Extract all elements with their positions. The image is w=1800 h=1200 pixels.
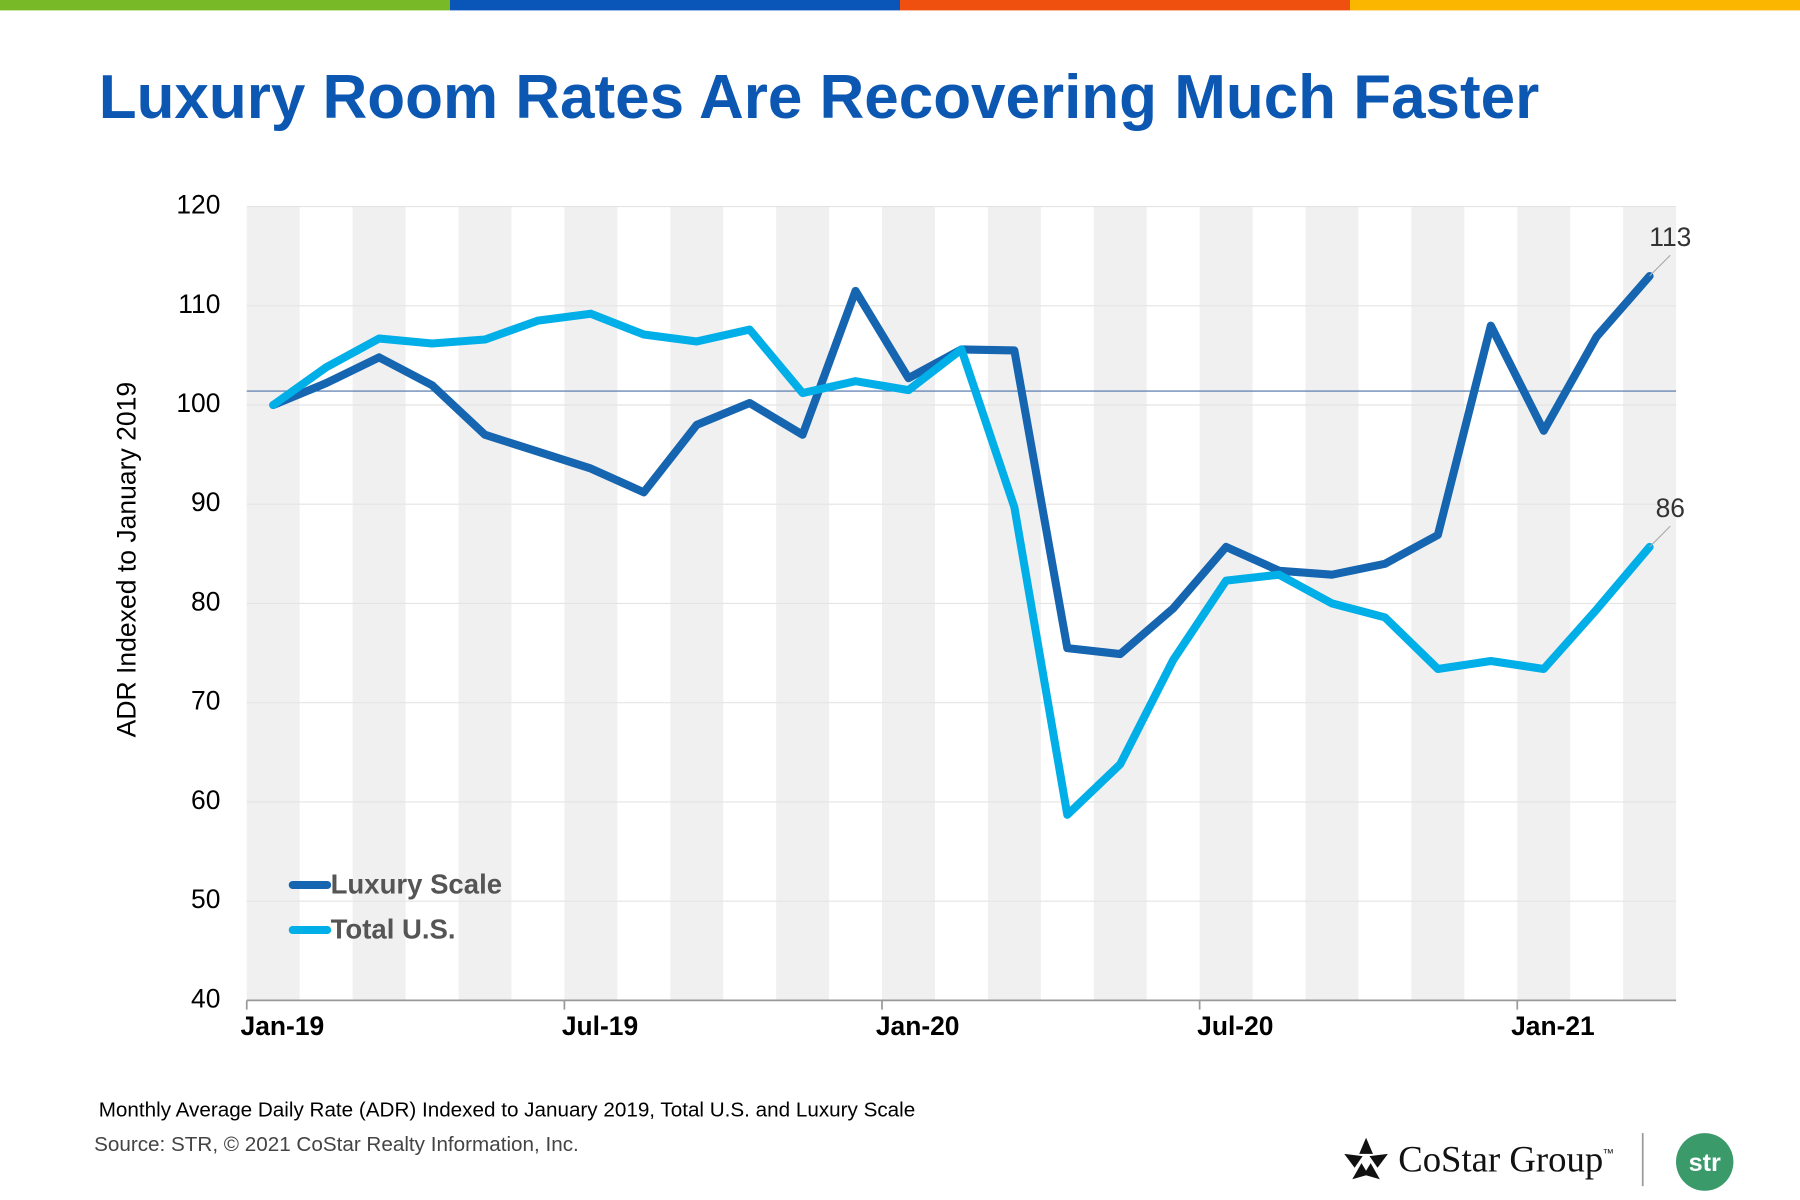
chart-title: Luxury Room Rates Are Recovering Much Fa… <box>99 63 1540 132</box>
data-label: 113 <box>1649 222 1691 252</box>
costar-logo: CoStar Group ™ str <box>1344 1133 1734 1191</box>
logo-tm: ™ <box>1603 1148 1614 1160</box>
label-leader <box>1649 525 1671 548</box>
series-line <box>269 309 1654 819</box>
x-tick-label: Jul-20 <box>1197 1011 1273 1041</box>
data-label: 86 <box>1656 493 1685 523</box>
y-tick-label: 50 <box>191 884 220 914</box>
top-bar-orange <box>900 0 1350 11</box>
x-tick-label: Jul-19 <box>562 1011 638 1041</box>
y-tick-label: 120 <box>176 189 220 219</box>
footnote: Monthly Average Daily Rate (ADR) Indexed… <box>99 1099 916 1122</box>
plot-area: 40 50 60 70 80 90 100 110 120 Jan-19 Jul-19 Jan-20 J… <box>176 189 1691 1041</box>
y-tick-label: 80 <box>191 586 220 616</box>
y-tick-label: 100 <box>176 388 220 418</box>
source: Source: STR, © 2021 CoStar Realty Inform… <box>94 1133 579 1156</box>
logo-text: CoStar Group <box>1398 1138 1603 1179</box>
x-tick-label: Jan-19 <box>241 1011 325 1041</box>
y-tick-label: 40 <box>191 983 220 1013</box>
x-tick-label: Jan-20 <box>876 1011 960 1041</box>
legend-label: Total U.S. <box>331 913 456 944</box>
y-tick-label: 110 <box>178 289 220 319</box>
y-tick-label: 70 <box>191 686 220 716</box>
y-axis-label: ADR Indexed to January 2019 <box>112 382 142 738</box>
str-badge-text: str <box>1689 1149 1721 1177</box>
label-leader <box>1649 254 1671 277</box>
top-bar-yellow <box>1350 0 1800 11</box>
logo-icon <box>1344 1137 1388 1180</box>
y-tick-label: 60 <box>191 785 220 815</box>
str-badge <box>1676 1133 1734 1191</box>
top-bar-blue <box>450 0 900 11</box>
top-bar-green <box>0 0 450 11</box>
x-tick-label: Jan-21 <box>1511 1011 1595 1041</box>
y-tick-label: 90 <box>191 487 220 517</box>
legend-label: Luxury Scale <box>331 868 502 899</box>
